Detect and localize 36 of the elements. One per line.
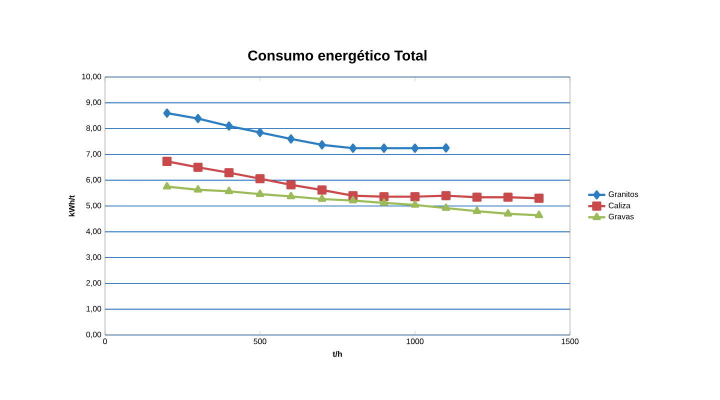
point xyxy=(194,114,202,124)
point xyxy=(317,185,327,195)
point xyxy=(442,203,450,211)
point xyxy=(503,192,513,202)
point xyxy=(162,182,172,190)
point xyxy=(380,144,388,153)
point xyxy=(410,192,420,202)
point xyxy=(287,134,295,144)
point xyxy=(379,192,389,202)
point xyxy=(286,192,296,200)
point xyxy=(286,180,296,190)
point xyxy=(163,108,171,118)
point xyxy=(472,192,482,202)
point xyxy=(349,144,357,153)
point xyxy=(504,209,512,217)
point xyxy=(410,200,420,208)
point xyxy=(194,185,202,193)
point xyxy=(348,196,358,204)
point xyxy=(318,194,326,202)
point xyxy=(256,190,264,197)
point xyxy=(255,174,265,184)
point xyxy=(193,162,203,172)
point xyxy=(472,206,482,214)
point xyxy=(411,144,419,153)
point xyxy=(534,194,544,203)
point xyxy=(224,168,234,178)
point xyxy=(380,198,388,206)
point xyxy=(534,210,544,218)
point xyxy=(162,156,172,166)
point xyxy=(441,191,451,200)
point xyxy=(442,143,450,153)
point xyxy=(225,121,233,131)
point xyxy=(224,186,234,194)
chart-title: Consumo energético Total xyxy=(248,50,426,64)
point xyxy=(256,128,264,138)
point xyxy=(318,140,326,150)
